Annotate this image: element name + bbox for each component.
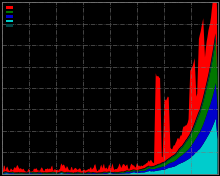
Legend: , , , , : , , , , (6, 5, 16, 28)
